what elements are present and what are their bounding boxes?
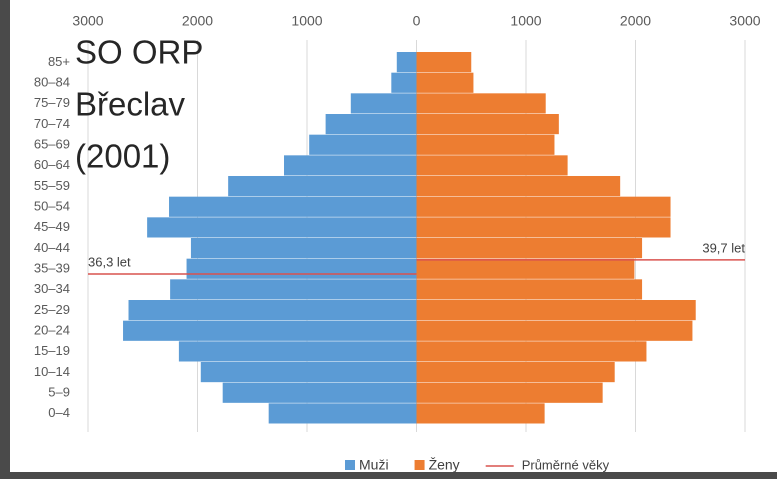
bar [228, 176, 417, 197]
bar [416, 134, 555, 155]
bar [268, 403, 417, 424]
chart-title: SO ORP [75, 34, 203, 71]
y-tick-label: 55–59 [34, 178, 70, 193]
bar [178, 341, 417, 362]
bar [325, 114, 417, 135]
y-tick-label: 45–49 [34, 219, 70, 234]
bar [416, 382, 603, 403]
legend-label: Ženy [429, 457, 460, 473]
y-tick-label: 25–29 [34, 302, 70, 317]
bar [128, 300, 417, 321]
y-tick-label: 30–34 [34, 281, 70, 296]
chart-title: (2001) [75, 138, 170, 175]
chart-title: Břeclav [75, 86, 186, 123]
x-tick-label: 3000 [729, 13, 760, 29]
legend-swatch [414, 460, 425, 470]
y-tick-label: 35–39 [34, 260, 70, 275]
y-tick-label: 70–74 [34, 116, 70, 131]
bar [416, 155, 568, 176]
bar [416, 279, 643, 300]
bar [222, 382, 417, 403]
x-tick-label: 3000 [72, 13, 103, 29]
bar [350, 93, 417, 114]
average-label: 39,7 let [702, 240, 745, 255]
x-tick-label: 0 [413, 13, 421, 29]
bar [147, 217, 417, 238]
average-label: 36,3 let [88, 254, 131, 269]
y-tick-label: 75–79 [34, 95, 70, 110]
bar [309, 134, 417, 155]
y-tick-label: 10–14 [34, 364, 70, 379]
y-tick-label: 15–19 [34, 343, 70, 358]
y-tick-label: 80–84 [34, 74, 70, 89]
bar [396, 52, 417, 73]
bar [416, 196, 671, 217]
bar [416, 93, 546, 114]
bar [169, 196, 417, 217]
bar [416, 320, 693, 341]
bar [200, 362, 417, 383]
legend-label: Muži [359, 457, 389, 473]
y-tick-label: 60–64 [34, 157, 70, 172]
bar [416, 341, 647, 362]
y-tick-label: 5–9 [48, 384, 70, 399]
bar [416, 217, 671, 238]
bar [186, 258, 417, 279]
bar [416, 238, 643, 259]
bar [123, 320, 417, 341]
bar [190, 238, 417, 259]
y-tick-label: 85+ [48, 54, 70, 69]
bar [416, 362, 615, 383]
legend-swatch [345, 460, 355, 470]
y-tick-label: 65–69 [34, 136, 70, 151]
bar [391, 72, 417, 93]
x-tick-label: 1000 [510, 13, 541, 29]
bar [416, 176, 621, 197]
bar [170, 279, 417, 300]
y-tick-label: 50–54 [34, 198, 70, 213]
x-tick-label: 1000 [291, 13, 322, 29]
bar [416, 114, 559, 135]
bar [416, 72, 474, 93]
y-tick-label: 20–24 [34, 322, 70, 337]
bar [416, 52, 472, 73]
y-tick-label: 0–4 [48, 405, 70, 420]
bar [416, 403, 545, 424]
bar [284, 155, 417, 176]
x-tick-label: 2000 [182, 13, 213, 29]
legend-label: Průměrné věky [522, 457, 610, 472]
bar [416, 258, 635, 279]
bar [416, 300, 696, 321]
x-tick-label: 2000 [620, 13, 651, 29]
y-tick-label: 40–44 [34, 240, 70, 255]
